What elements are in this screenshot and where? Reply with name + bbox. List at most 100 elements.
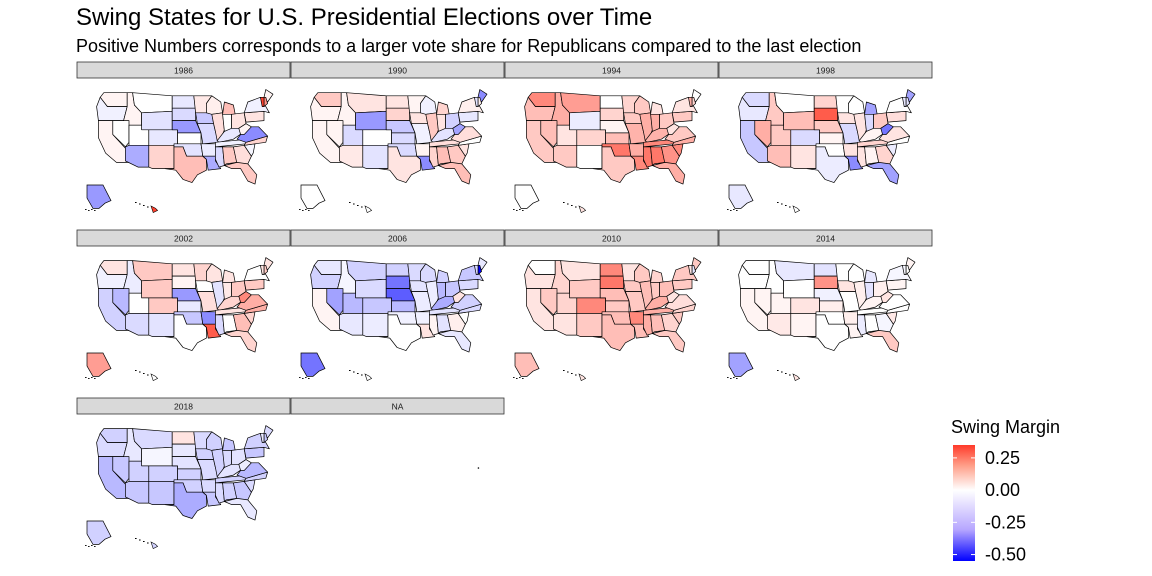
hawaii-island bbox=[357, 373, 359, 374]
state-MS bbox=[215, 314, 225, 336]
facet-strip-label: 2010 bbox=[602, 234, 621, 244]
legend-title: Swing Margin bbox=[951, 417, 1060, 437]
state-AR bbox=[842, 311, 860, 325]
state-VT bbox=[902, 96, 907, 107]
state-AL bbox=[436, 314, 452, 334]
state-KS bbox=[391, 132, 416, 145]
state-AK bbox=[514, 352, 540, 377]
state-WY bbox=[783, 110, 815, 131]
state-FL bbox=[652, 330, 686, 353]
state-VT bbox=[260, 432, 265, 443]
state-AZ bbox=[553, 313, 578, 336]
hawaii-island bbox=[563, 370, 565, 371]
state-AZ bbox=[125, 144, 150, 168]
aleutian-island bbox=[91, 209, 93, 210]
facet-panel-2018: 2018 bbox=[76, 397, 291, 550]
state-CO bbox=[576, 297, 606, 314]
state-ND bbox=[171, 431, 196, 445]
state-AZ bbox=[125, 313, 150, 336]
state-AR bbox=[842, 143, 860, 157]
state-ND bbox=[599, 263, 624, 277]
hawaii-island bbox=[147, 374, 149, 376]
state-AL bbox=[222, 146, 238, 166]
state-IA bbox=[409, 112, 428, 125]
state-WY bbox=[355, 110, 387, 131]
state-AL bbox=[222, 482, 238, 502]
aleutian-island bbox=[308, 378, 310, 379]
facet-panel-1990: 1990 bbox=[290, 61, 505, 214]
aleutian-island bbox=[88, 378, 90, 379]
aleutian-island bbox=[299, 377, 301, 378]
state-MT bbox=[132, 428, 173, 450]
state-SD bbox=[385, 275, 410, 289]
hawaii-island bbox=[357, 205, 359, 206]
hawaii-island bbox=[139, 539, 141, 541]
facet-strip-label: NA bbox=[392, 402, 404, 412]
state-HI bbox=[792, 373, 801, 382]
state-KS bbox=[177, 132, 202, 145]
state-MI bbox=[436, 101, 450, 115]
aleutian-island bbox=[302, 210, 304, 211]
state-ND bbox=[599, 95, 624, 109]
aleutian-island bbox=[513, 377, 515, 378]
state-CO bbox=[790, 129, 820, 146]
state-AR bbox=[200, 479, 218, 493]
hawaii-island bbox=[361, 206, 363, 208]
state-AK bbox=[86, 184, 112, 209]
facet-panel-2010: 2010 bbox=[504, 229, 719, 382]
aleutian-island bbox=[94, 378, 96, 379]
state-HI bbox=[150, 205, 159, 214]
state-SD bbox=[171, 275, 196, 289]
aleutian-island bbox=[727, 209, 729, 210]
facet-panels: 1986 1990 1994 1998 2002 2006 2010 2014 2018 NA bbox=[76, 61, 933, 550]
hawaii-island bbox=[781, 371, 783, 373]
state-NV bbox=[112, 120, 130, 148]
hawaii-island bbox=[575, 206, 577, 208]
state-NV bbox=[112, 288, 130, 316]
state-MI bbox=[864, 269, 878, 283]
hawaii-island bbox=[567, 203, 569, 205]
chart-subtitle: Positive Numbers corresponds to a larger… bbox=[76, 36, 862, 56]
state-NM bbox=[576, 144, 603, 169]
state-KS bbox=[605, 300, 630, 313]
hawaii-island bbox=[563, 202, 565, 203]
facet-strip bbox=[290, 397, 505, 415]
hawaii-island bbox=[571, 373, 573, 374]
state-MI bbox=[650, 101, 664, 115]
state-SD bbox=[385, 107, 410, 121]
aleutian-island bbox=[730, 210, 732, 211]
state-IA bbox=[195, 112, 214, 125]
state-CO bbox=[148, 297, 178, 314]
facet-strip bbox=[76, 61, 291, 79]
state-NM bbox=[148, 144, 175, 169]
state-MT bbox=[774, 260, 815, 282]
state-VT bbox=[902, 264, 907, 275]
legend-tick-label: -0.50 bbox=[985, 545, 1026, 565]
state-IA bbox=[837, 112, 856, 125]
state-HI bbox=[792, 205, 801, 214]
state-MS bbox=[429, 314, 439, 336]
state-VT bbox=[688, 264, 693, 275]
facet-strip bbox=[290, 229, 505, 247]
state-KS bbox=[819, 132, 844, 145]
hawaii-island bbox=[147, 206, 149, 208]
state-WV bbox=[238, 459, 252, 471]
facet-panel-1994: 1994 bbox=[504, 61, 719, 214]
state-ND bbox=[813, 95, 838, 109]
facet-strip bbox=[290, 61, 505, 79]
state-AK bbox=[86, 352, 112, 377]
state-ND bbox=[171, 263, 196, 277]
state-MS bbox=[215, 146, 225, 168]
state-TX bbox=[806, 314, 849, 351]
state-TX bbox=[806, 146, 849, 183]
legend: Swing Margin 0.25 0.00 -0.25 -0.50 bbox=[951, 417, 1060, 565]
aleutian-island bbox=[730, 378, 732, 379]
state-NV bbox=[326, 120, 344, 148]
state-SD bbox=[813, 107, 838, 121]
state-AR bbox=[414, 311, 432, 325]
state-CO bbox=[148, 465, 178, 482]
aleutian-island bbox=[733, 209, 735, 210]
state-SD bbox=[171, 443, 196, 457]
state-WY bbox=[141, 446, 173, 467]
state-AZ bbox=[339, 144, 364, 168]
